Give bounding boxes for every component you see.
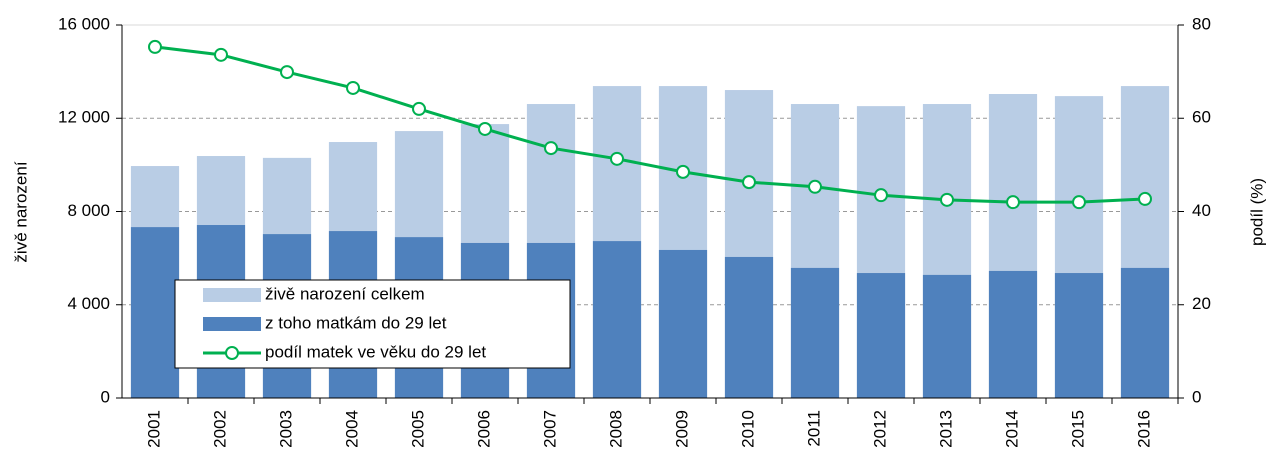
- y-tick-label: 8 000: [67, 201, 110, 220]
- marker: [148, 39, 162, 54]
- x-tick-label: 2016: [1134, 410, 1153, 448]
- marker: [346, 80, 360, 95]
- x-tick-label: 2008: [606, 410, 625, 448]
- marker: [808, 179, 822, 194]
- x-tick-label: 2002: [210, 410, 229, 448]
- y2-tick-label: 0: [1192, 387, 1201, 406]
- y2-tick-label: 40: [1192, 201, 1211, 220]
- line: [154, 45, 1146, 204]
- legend-marker: [225, 346, 239, 360]
- x-tick-label: 2011: [804, 410, 823, 447]
- x-tick-label: 2006: [474, 410, 493, 448]
- bar: [988, 270, 1038, 398]
- legend-label: z toho matkám do 29 let: [265, 313, 447, 332]
- x-tick-label: 2015: [1068, 410, 1087, 448]
- bar: [130, 227, 180, 398]
- y-tick-label: 12 000: [58, 108, 110, 127]
- bar: [856, 273, 906, 398]
- y-tick-label: 16 000: [58, 14, 110, 33]
- y-axis-label: živě narození: [11, 161, 30, 262]
- marker: [742, 175, 756, 190]
- x-tick-label: 2013: [936, 410, 955, 448]
- x-tick-label: 2009: [672, 410, 691, 448]
- marker: [610, 151, 624, 166]
- marker: [874, 188, 888, 203]
- y2-tick-label: 20: [1192, 294, 1211, 313]
- y-tick-label: 4 000: [67, 294, 110, 313]
- marker: [676, 164, 690, 179]
- marker: [280, 65, 294, 80]
- y2-axis-label: podíl (%): [1247, 178, 1266, 246]
- legend: živě narození celkem z toho matkám do 29 …: [174, 279, 571, 369]
- legend-swatch: [203, 317, 261, 331]
- marker: [544, 141, 558, 156]
- legend-swatch: [203, 288, 261, 302]
- x-tick-label: 2010: [738, 410, 757, 448]
- bar: [658, 249, 708, 398]
- y2-tick-label: 80: [1192, 14, 1211, 33]
- bar: [592, 241, 642, 398]
- bar: [724, 256, 774, 398]
- bar: [1120, 267, 1170, 398]
- marker: [1138, 191, 1152, 206]
- x-tick-label: 2003: [276, 410, 295, 448]
- marker: [940, 192, 954, 207]
- bar: [922, 274, 972, 398]
- x-tick-label: 2012: [870, 410, 889, 448]
- x-tick-label: 2004: [342, 410, 361, 448]
- x-tick-label: 2001: [144, 410, 163, 448]
- bar: [1054, 273, 1104, 398]
- x-tick-label: 2005: [408, 410, 427, 448]
- marker: [1006, 195, 1020, 210]
- y2-tick-label: 60: [1192, 108, 1211, 127]
- legend-label: živě narození celkem: [265, 284, 425, 303]
- marker: [478, 121, 492, 136]
- y-tick-label: 0: [101, 387, 110, 406]
- legend-label: podíl matek ve věku do 29 let: [265, 342, 486, 361]
- bar: [790, 267, 840, 398]
- marker: [214, 47, 228, 62]
- marker: [1072, 195, 1086, 210]
- x-tick-label: 2014: [1002, 410, 1021, 448]
- marker: [412, 101, 426, 116]
- x-tick-label: 2007: [540, 410, 559, 448]
